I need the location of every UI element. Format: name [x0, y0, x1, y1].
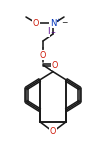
Text: +: +	[55, 18, 60, 23]
Text: I: I	[47, 28, 49, 37]
Text: O: O	[52, 60, 58, 69]
Text: O: O	[33, 19, 39, 28]
Text: N: N	[50, 19, 56, 28]
Text: −: −	[61, 19, 67, 28]
Text: −: −	[50, 29, 55, 34]
Text: O: O	[40, 50, 46, 59]
Text: O: O	[50, 127, 56, 136]
